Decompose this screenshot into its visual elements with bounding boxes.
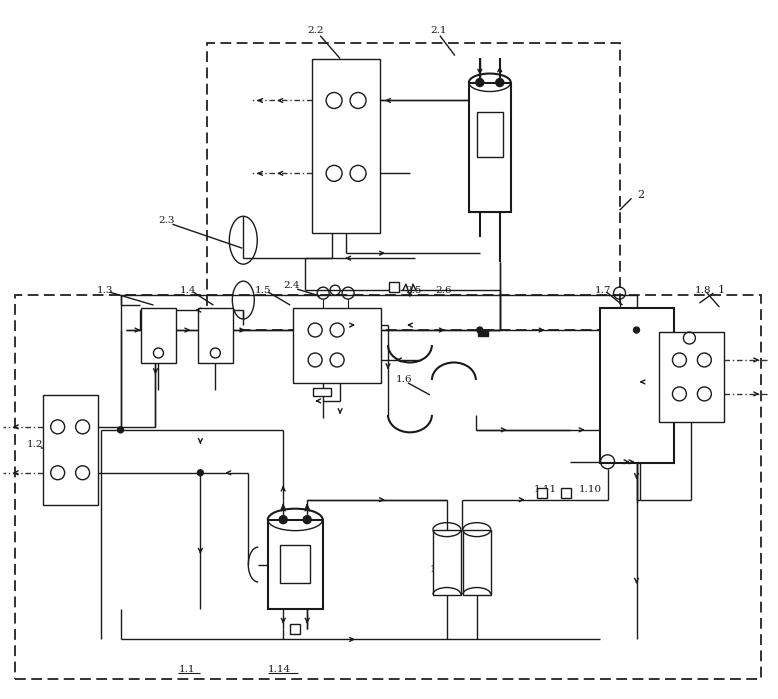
Bar <box>433 530 461 595</box>
Bar <box>312 59 380 233</box>
Text: 2.1: 2.1 <box>430 26 447 35</box>
Text: 1.1: 1.1 <box>178 665 195 674</box>
Bar <box>290 624 300 635</box>
Circle shape <box>303 516 311 524</box>
Circle shape <box>477 327 483 333</box>
Bar <box>293 308 381 383</box>
Bar <box>15 295 761 679</box>
Bar <box>469 82 511 212</box>
Bar <box>314 388 331 396</box>
Text: 1.3: 1.3 <box>96 286 113 294</box>
Text: 1.14: 1.14 <box>268 665 292 674</box>
Text: 1.4: 1.4 <box>180 286 196 294</box>
Bar <box>198 308 233 363</box>
Circle shape <box>496 78 504 87</box>
Bar <box>660 332 724 422</box>
Bar <box>537 488 547 498</box>
Bar <box>280 545 310 582</box>
Text: 2.3: 2.3 <box>159 216 175 225</box>
Text: 1.6: 1.6 <box>396 375 412 384</box>
Text: 1.7: 1.7 <box>594 286 611 294</box>
Bar <box>208 43 619 330</box>
Text: 1.2: 1.2 <box>26 440 44 449</box>
Bar <box>142 308 177 363</box>
Text: 2.4: 2.4 <box>283 280 300 289</box>
Bar <box>600 308 675 463</box>
Circle shape <box>633 327 640 333</box>
Bar <box>268 519 323 610</box>
Text: 1.5: 1.5 <box>255 286 272 294</box>
Bar <box>463 530 491 595</box>
Text: 1.11: 1.11 <box>534 485 557 494</box>
Text: 1.12: 1.12 <box>466 565 489 574</box>
Bar <box>561 488 570 498</box>
Text: 1.8: 1.8 <box>695 286 711 294</box>
Text: 2.2: 2.2 <box>307 26 324 35</box>
Circle shape <box>117 427 124 433</box>
Polygon shape <box>478 330 488 336</box>
Circle shape <box>476 78 484 87</box>
Bar <box>43 395 97 505</box>
Circle shape <box>198 470 203 476</box>
Text: 2.6: 2.6 <box>435 286 451 294</box>
Bar <box>477 113 503 157</box>
Text: 1: 1 <box>717 285 724 295</box>
Text: 2: 2 <box>637 190 645 201</box>
Bar <box>389 282 399 292</box>
Text: 1.10: 1.10 <box>579 485 601 494</box>
Text: 2.5: 2.5 <box>405 286 422 294</box>
Text: 1.13: 1.13 <box>430 565 453 574</box>
Circle shape <box>279 516 287 524</box>
Text: 1.9: 1.9 <box>612 445 629 454</box>
